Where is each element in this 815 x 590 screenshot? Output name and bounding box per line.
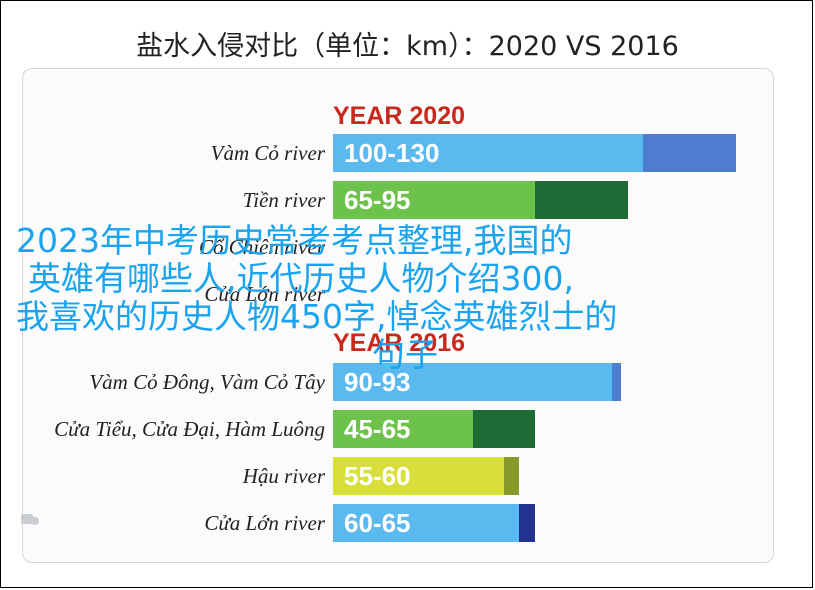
bar: 65-95 xyxy=(333,181,628,219)
bar-range-segment xyxy=(519,504,535,542)
bar-value-label: 60-65 xyxy=(344,508,411,538)
bar: 60-65 xyxy=(333,504,535,542)
category-label: Hậu river xyxy=(242,464,325,488)
bar-min-segment xyxy=(333,134,643,172)
category-label: Vàm Cỏ river xyxy=(210,141,325,165)
bar-range-segment xyxy=(643,134,736,172)
category-label: Cửa Lớn river xyxy=(204,511,325,535)
year-2020-label: YEAR 2020 xyxy=(333,102,466,130)
watermark-icon xyxy=(21,514,39,525)
overlay-line-4: 句子 xyxy=(372,335,438,374)
overlay-line-2: 英雄有哪些人,近代历史人物介绍300, xyxy=(28,259,574,298)
bar-value-label: 90-93 xyxy=(344,367,411,397)
bar-min-segment xyxy=(333,457,504,495)
bar-value-label: 55-60 xyxy=(344,461,411,491)
bar-value-label: 100-130 xyxy=(344,138,440,168)
bar-range-segment xyxy=(535,181,628,219)
bar-min-segment xyxy=(333,181,535,219)
bar-range-segment xyxy=(612,363,621,401)
chart-title: 盐水入侵对比（单位：km）：2020 VS 2016 xyxy=(136,31,679,62)
bar-min-segment xyxy=(333,410,473,448)
bar-min-segment xyxy=(333,504,519,542)
bar-value-label: 45-65 xyxy=(344,414,411,444)
overlay-line-3: 我喜欢的历史人物450字,悼念英雄烈士的 xyxy=(16,297,618,336)
category-label: Cửa Tiểu, Cửa Đại, Hàm Luông xyxy=(54,417,325,441)
category-label: Vàm Cỏ Đông, Vàm Cỏ Tây xyxy=(89,370,325,394)
bar-range-segment xyxy=(473,410,535,448)
bar: 90-93 xyxy=(333,363,621,401)
bar: 45-65 xyxy=(333,410,535,448)
overlay-line-1: 2023年中考历史常考考点整理,我国的 xyxy=(16,221,573,260)
bar: 100-130 xyxy=(333,134,736,172)
overlay-text: 2023年中考历史常考考点整理,我国的 英雄有哪些人,近代历史人物介绍300, … xyxy=(10,222,730,374)
year-2016-label: YEAR 2016 xyxy=(333,329,466,357)
bar: 55-60 xyxy=(333,457,519,495)
category-label: Tiền river xyxy=(242,188,325,212)
bar-value-label: 65-95 xyxy=(344,185,411,215)
category-label: Cửa Lớn river xyxy=(204,282,325,306)
category-label: Cổ Chiên river xyxy=(199,235,325,259)
bar-range-segment xyxy=(504,457,519,495)
bar-min-segment xyxy=(333,363,612,401)
